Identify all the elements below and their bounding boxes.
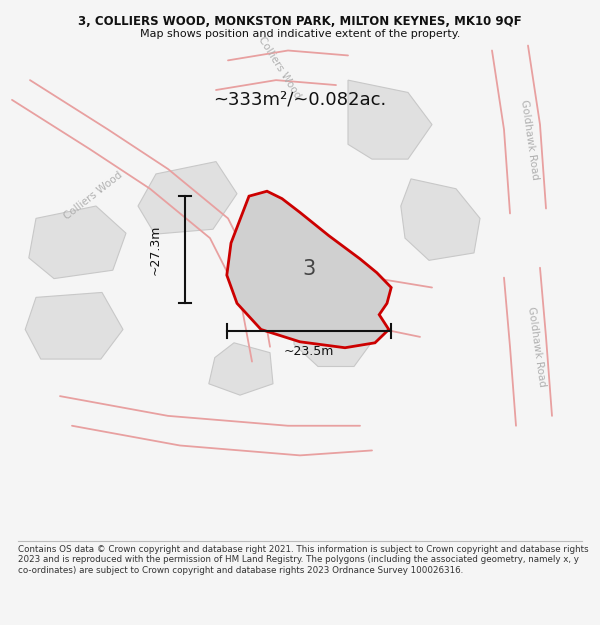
Text: ~27.3m: ~27.3m (148, 224, 161, 275)
Text: ~333m²/~0.082ac.: ~333m²/~0.082ac. (214, 91, 386, 109)
Text: 3, COLLIERS WOOD, MONKSTON PARK, MILTON KEYNES, MK10 9QF: 3, COLLIERS WOOD, MONKSTON PARK, MILTON … (78, 16, 522, 28)
Text: 3: 3 (302, 259, 316, 279)
Text: Colliers Wood: Colliers Wood (256, 35, 302, 101)
Text: Goldhawk Road: Goldhawk Road (526, 306, 548, 388)
Text: Contains OS data © Crown copyright and database right 2021. This information is : Contains OS data © Crown copyright and d… (18, 545, 589, 575)
Text: ~23.5m: ~23.5m (284, 345, 334, 358)
Polygon shape (138, 162, 237, 234)
Text: Colliers Wood: Colliers Wood (62, 170, 124, 222)
Polygon shape (227, 191, 391, 348)
Polygon shape (25, 292, 123, 359)
Polygon shape (209, 342, 273, 395)
Polygon shape (348, 80, 432, 159)
Text: Goldhawk Road: Goldhawk Road (518, 99, 540, 180)
Polygon shape (29, 206, 126, 279)
Text: Map shows position and indicative extent of the property.: Map shows position and indicative extent… (140, 29, 460, 39)
Polygon shape (294, 292, 372, 366)
Polygon shape (401, 179, 480, 261)
